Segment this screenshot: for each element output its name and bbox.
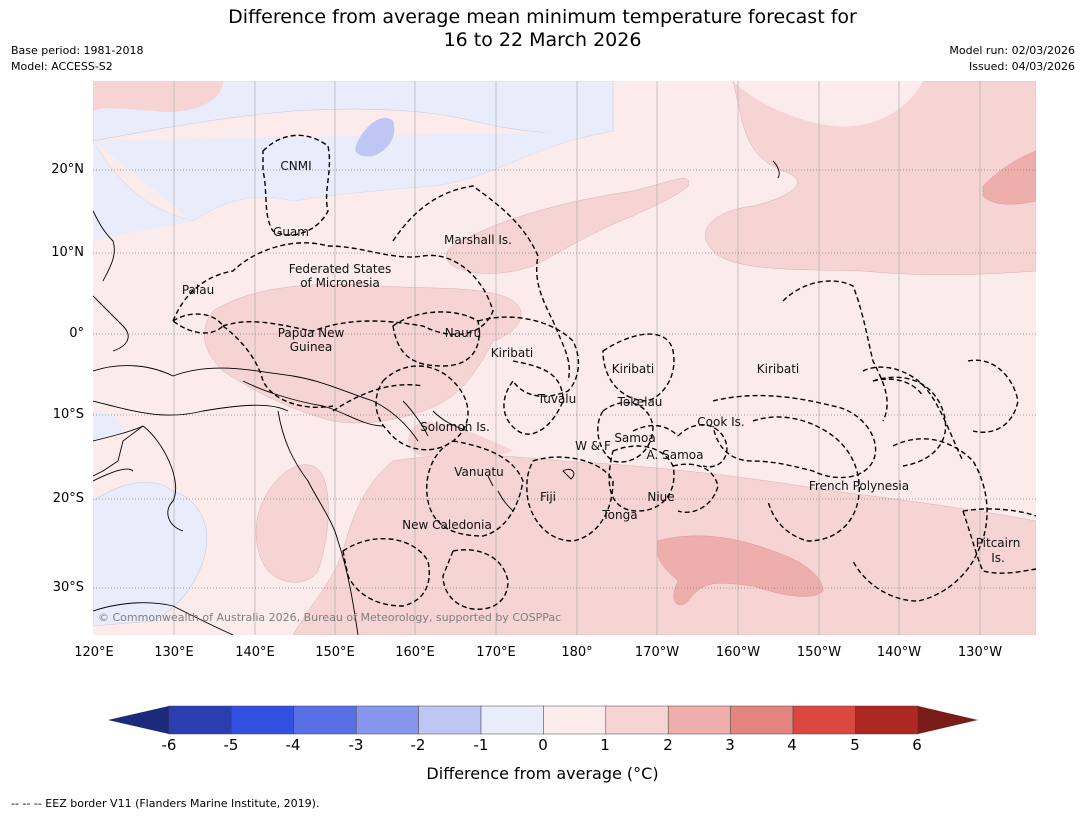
label-palau: Palau <box>182 283 214 297</box>
anomaly-1-to-2-equatorial <box>204 284 522 424</box>
label-fiji: Fiji <box>540 490 556 504</box>
lon-tick-140w: 140°W <box>876 645 922 660</box>
colorbar-bin-3 <box>355 705 419 735</box>
lon-tick-130e: 130°E <box>154 645 194 660</box>
colorbar-bin-10 <box>792 705 856 735</box>
meta-right: Model run: 02/03/2026 Issued: 04/03/2026 <box>949 43 1075 75</box>
label-cnmi: CNMI <box>280 159 311 173</box>
cb-tick-neg1: -1 <box>473 736 489 754</box>
label-cook: Cook Is. <box>697 415 744 429</box>
cb-tick-2: 2 <box>663 736 673 754</box>
label-kiribati-w: Kiribati <box>491 346 533 360</box>
label-solomon: Solomon Is. <box>420 420 490 434</box>
title-line-2: 16 to 22 March 2026 <box>443 29 642 51</box>
colorbar-bin-2 <box>293 705 357 735</box>
cb-tick-neg3: -3 <box>348 736 364 754</box>
lon-tick-130w: 130°W <box>957 645 1003 660</box>
colorbar-bins <box>108 705 978 735</box>
lon-tick-140e: 140°E <box>235 645 275 660</box>
colorbar-bin-11 <box>855 705 919 735</box>
colorbar-bin-8 <box>667 705 731 735</box>
lon-tick-150e: 150°E <box>315 645 355 660</box>
colorbar-bin-0 <box>168 705 232 735</box>
label-fsm-2: of Micronesia <box>300 276 380 290</box>
model-run: Model run: 02/03/2026 <box>949 44 1075 57</box>
cb-tick-6: 6 <box>912 736 922 754</box>
cb-tick-3: 3 <box>725 736 735 754</box>
colorbar-bin-4 <box>418 705 482 735</box>
longitude-gridlines <box>173 81 981 635</box>
cb-tick-4: 4 <box>787 736 797 754</box>
label-fsm-1: Federated States <box>289 262 391 276</box>
base-period: Base period: 1981-2018 <box>11 44 144 57</box>
label-wf: W & F <box>575 439 611 453</box>
label-kiribati-e: Kiribati <box>757 362 799 376</box>
anomaly-neg2-to-neg1-blob <box>355 117 395 157</box>
label-png-1: Papua New <box>278 326 345 340</box>
forecast-map: CNMI Guam Marshall Is. Federated States … <box>93 81 1036 635</box>
anomaly-2-to-3-south <box>656 535 824 606</box>
label-nauru: Nauru <box>445 326 481 340</box>
label-pitcairn-2: Is. <box>991 551 1005 565</box>
issued-date: Issued: 04/03/2026 <box>968 60 1075 73</box>
label-asamoa: A. Samoa <box>647 448 704 462</box>
label-newcal: New Caledonia <box>402 518 492 532</box>
meta-left: Base period: 1981-2018 Model: ACCESS-S2 <box>11 43 143 75</box>
colorbar-label: Difference from average (°C) <box>426 764 659 783</box>
label-marshall: Marshall Is. <box>444 233 512 247</box>
cb-tick-neg6: -6 <box>161 736 177 754</box>
lon-tick-120e: 120°E <box>74 645 114 660</box>
lat-tick-20n: 20°N <box>51 162 84 177</box>
cb-tick-5: 5 <box>850 736 860 754</box>
colorbar <box>108 705 978 735</box>
label-pitcairn-1: Pitcairn <box>976 536 1021 550</box>
eez-borders <box>171 134 1036 610</box>
label-guam: Guam <box>273 225 309 239</box>
label-tuvalu: Tuvalu <box>537 392 577 406</box>
label-tonga: Tonga <box>601 508 637 522</box>
lon-tick-150w: 150°W <box>796 645 842 660</box>
model-name: Model: ACCESS-S2 <box>11 60 113 73</box>
label-kiribati-c: Kiribati <box>612 362 654 376</box>
label-vanuatu: Vanuatu <box>454 465 504 479</box>
map-svg: CNMI Guam Marshall Is. Federated States … <box>93 81 1036 635</box>
lon-tick-180: 180° <box>561 645 593 660</box>
lat-tick-0: 0° <box>69 326 84 341</box>
anomaly-1-to-2-northeast <box>705 81 1036 275</box>
eez-footnote: -- -- -- EEZ border V11 (Flanders Marine… <box>11 797 320 810</box>
colorbar-bin-1 <box>231 705 295 735</box>
colorbar-extend-max <box>917 706 978 734</box>
label-niue: Niue <box>647 490 674 504</box>
lon-tick-170w: 170°W <box>634 645 680 660</box>
colorbar-bin-9 <box>730 705 794 735</box>
cb-tick-neg2: -2 <box>410 736 426 754</box>
lat-tick-30s: 30°S <box>52 580 84 595</box>
title-line-1: Difference from average mean minimum tem… <box>228 6 857 28</box>
colorbar-extend-min <box>108 706 169 734</box>
lat-tick-10n: 10°N <box>51 245 84 260</box>
label-frpoly: French Polynesia <box>809 479 909 493</box>
colorbar-bin-6 <box>543 705 607 735</box>
cb-tick-neg4: -4 <box>285 736 301 754</box>
cb-tick-neg5: -5 <box>223 736 239 754</box>
colorbar-bin-5 <box>480 705 544 735</box>
anomaly-neg1-to-0-west <box>93 481 207 627</box>
label-samoa: Samoa <box>614 431 655 445</box>
lon-tick-160w: 160°W <box>715 645 761 660</box>
cb-tick-1: 1 <box>600 736 610 754</box>
lat-tick-20s: 20°S <box>52 491 84 506</box>
coastlines <box>93 160 780 635</box>
label-png-2: Guinea <box>290 340 333 354</box>
lat-tick-10s: 10°S <box>52 407 84 422</box>
colorbar-bin-7 <box>605 705 669 735</box>
map-title: Difference from average mean minimum tem… <box>0 6 1085 52</box>
lon-tick-160e: 160°E <box>395 645 435 660</box>
cb-tick-0: 0 <box>538 736 548 754</box>
copyright-text: © Commonwealth of Australia 2026, Bureau… <box>98 611 561 624</box>
lon-tick-170e: 170°E <box>476 645 516 660</box>
label-tokelau: Tokelau <box>617 395 663 409</box>
